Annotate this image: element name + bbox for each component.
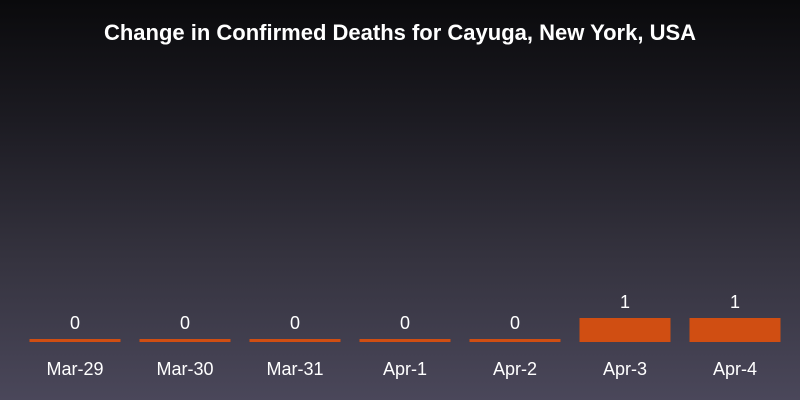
data-label-mar-30: 0 bbox=[180, 313, 190, 333]
tick-labels-layer: Mar-29 Mar-30 Mar-31 Apr-1 Apr-2 Apr-3 Apr-4 bbox=[46, 359, 757, 379]
data-label-mar-29: 0 bbox=[70, 313, 80, 333]
data-label-mar-31: 0 bbox=[290, 313, 300, 333]
tick-label-mar-29: Mar-29 bbox=[46, 359, 103, 379]
bar-mar-30 bbox=[139, 339, 231, 342]
tick-label-apr-2: Apr-2 bbox=[493, 359, 537, 379]
bar-apr-3 bbox=[579, 318, 671, 342]
bar-mar-29 bbox=[29, 339, 121, 342]
data-label-apr-3: 1 bbox=[620, 292, 630, 312]
bar-apr-1 bbox=[359, 339, 451, 342]
bars-layer bbox=[29, 318, 781, 342]
data-label-apr-4: 1 bbox=[730, 292, 740, 312]
bar-apr-2 bbox=[469, 339, 561, 342]
bar-mar-31 bbox=[249, 339, 341, 342]
bar-apr-4 bbox=[689, 318, 781, 342]
chart-title: Change in Confirmed Deaths for Cayuga, N… bbox=[103, 20, 697, 45]
data-label-apr-2: 0 bbox=[510, 313, 520, 333]
data-label-apr-1: 0 bbox=[400, 313, 410, 333]
tick-label-mar-30: Mar-30 bbox=[156, 359, 213, 379]
tick-label-apr-4: Apr-4 bbox=[713, 359, 757, 379]
data-labels-layer: 0 0 0 0 0 1 1 bbox=[70, 292, 740, 333]
tick-label-apr-3: Apr-3 bbox=[603, 359, 647, 379]
tick-label-apr-1: Apr-1 bbox=[383, 359, 427, 379]
tick-label-mar-31: Mar-31 bbox=[266, 359, 323, 379]
